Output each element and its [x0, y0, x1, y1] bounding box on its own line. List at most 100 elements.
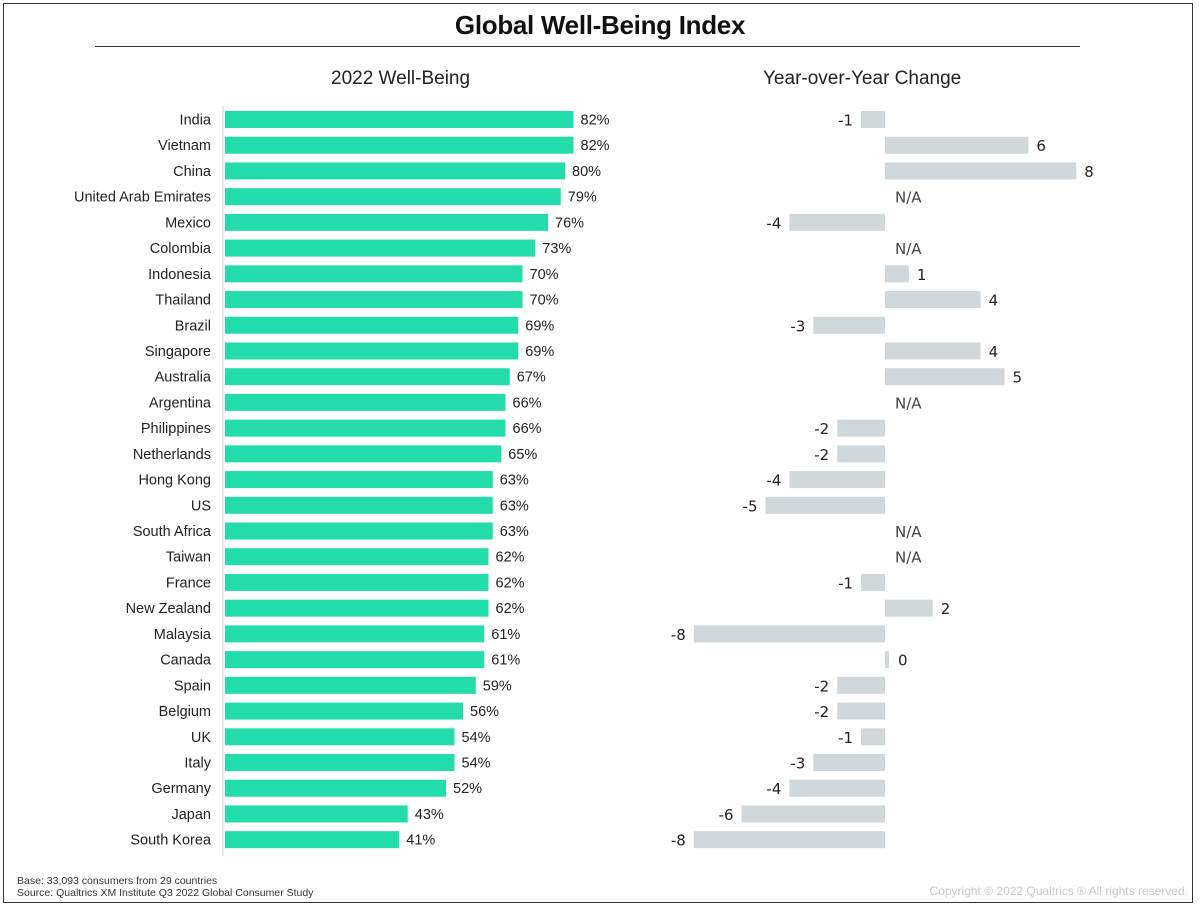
wellbeing-bar	[225, 548, 489, 566]
wellbeing-bar	[225, 445, 502, 463]
wellbeing-bar	[225, 342, 519, 360]
change-bar	[813, 316, 885, 334]
change-value-label: -8	[671, 832, 686, 850]
change-value-label: 0	[898, 652, 908, 670]
country-label: China	[173, 164, 212, 180]
wellbeing-value-label: 82%	[581, 138, 610, 154]
wellbeing-bar	[225, 316, 519, 334]
left-chart-subtitle: 2022 Well-Being	[331, 68, 471, 89]
wellbeing-value-label: 54%	[462, 730, 491, 746]
change-value-label: -4	[766, 214, 781, 232]
wellbeing-value-label: 66%	[513, 395, 542, 411]
country-label: United Arab Emirates	[74, 190, 211, 206]
country-label: UK	[191, 730, 211, 746]
change-na-label: N/A	[895, 549, 922, 567]
wellbeing-value-label: 62%	[496, 575, 525, 591]
change-value-label: -3	[790, 755, 805, 773]
change-bar	[885, 651, 889, 669]
country-label: South Korea	[130, 833, 212, 849]
change-bar	[789, 471, 885, 489]
wellbeing-value-label: 76%	[555, 215, 584, 231]
country-label: Spain	[174, 678, 211, 694]
change-na-label: N/A	[895, 523, 922, 541]
wellbeing-bar	[225, 522, 493, 540]
change-value-label: 8	[1084, 163, 1094, 181]
wellbeing-value-label: 65%	[508, 447, 537, 463]
change-value-label: -4	[766, 472, 781, 490]
wellbeing-value-label: 61%	[491, 627, 520, 643]
title-divider	[95, 46, 1080, 47]
change-value-label: -1	[838, 574, 853, 592]
change-bar	[885, 265, 909, 283]
change-value-label: -1	[838, 729, 853, 747]
change-bar	[885, 599, 933, 617]
wellbeing-value-label: 82%	[581, 113, 610, 129]
wellbeing-bar	[225, 471, 493, 489]
country-label: Malaysia	[154, 627, 212, 643]
country-label: Mexico	[165, 215, 211, 231]
wellbeing-value-label: 62%	[496, 550, 525, 566]
change-bar	[813, 754, 885, 771]
wellbeing-bar	[225, 239, 536, 257]
country-label: Germany	[151, 781, 211, 797]
wellbeing-value-label: 79%	[568, 190, 597, 206]
change-value-label: 2	[941, 600, 951, 618]
country-label: Canada	[160, 653, 212, 669]
change-value-label: 5	[1013, 369, 1023, 387]
wellbeing-value-label: 52%	[453, 781, 482, 797]
wellbeing-value-label: 63%	[500, 524, 529, 540]
country-label: Argentina	[149, 395, 212, 411]
wellbeing-value-label: 54%	[462, 756, 491, 772]
country-label: Thailand	[155, 293, 211, 309]
wellbeing-value-label: 73%	[542, 241, 571, 257]
wellbeing-value-label: 69%	[525, 318, 554, 334]
country-label: France	[166, 575, 211, 591]
wellbeing-bar	[225, 702, 463, 720]
wellbeing-bar	[225, 573, 489, 591]
country-label: Indonesia	[148, 267, 212, 283]
wellbeing-bar	[225, 393, 506, 411]
wellbeing-value-label: 63%	[500, 498, 529, 514]
right-chart-subtitle: Year-over-Year Change	[763, 68, 962, 89]
wellbeing-bar	[225, 265, 523, 283]
change-value-label: -2	[814, 677, 829, 695]
wellbeing-value-label: 43%	[415, 807, 444, 823]
country-label: India	[180, 113, 212, 129]
change-value-label: -6	[719, 806, 734, 824]
country-label: Italy	[184, 756, 211, 772]
wellbeing-bar	[225, 496, 493, 514]
change-value-label: -1	[838, 112, 853, 130]
wellbeing-bar	[225, 779, 446, 797]
change-value-label: -2	[814, 420, 829, 438]
change-bar	[861, 111, 885, 128]
country-label: New Zealand	[126, 601, 211, 617]
wellbeing-bar	[225, 805, 408, 823]
footer-base: Base: 33,093 consumers from 29 countries	[17, 875, 218, 887]
wellbeing-bar	[225, 831, 400, 849]
change-bar	[885, 136, 1029, 154]
chart-frame	[3, 3, 1193, 903]
change-bar	[885, 368, 1005, 386]
change-value-label: -3	[790, 317, 805, 335]
country-label: Colombia	[150, 241, 212, 257]
change-bar	[885, 162, 1077, 180]
wellbeing-bar	[225, 419, 506, 437]
chart-title: Global Well-Being Index	[454, 10, 746, 40]
wellbeing-bar	[225, 754, 455, 771]
country-label: South Africa	[133, 524, 212, 540]
change-bar	[693, 831, 885, 849]
change-na-label: N/A	[895, 394, 922, 412]
wellbeing-bar	[225, 188, 561, 206]
change-bar	[741, 805, 885, 823]
wellbeing-value-label: 69%	[525, 344, 554, 360]
country-label: Australia	[155, 370, 212, 386]
country-label: Singapore	[145, 344, 211, 360]
wellbeing-bar	[225, 136, 574, 154]
change-na-label: N/A	[895, 240, 922, 258]
wellbeing-value-label: 41%	[406, 833, 435, 849]
wellbeing-value-label: 70%	[530, 267, 559, 283]
change-bar	[861, 573, 885, 591]
change-bar	[789, 779, 885, 797]
country-label: Hong Kong	[138, 473, 211, 489]
